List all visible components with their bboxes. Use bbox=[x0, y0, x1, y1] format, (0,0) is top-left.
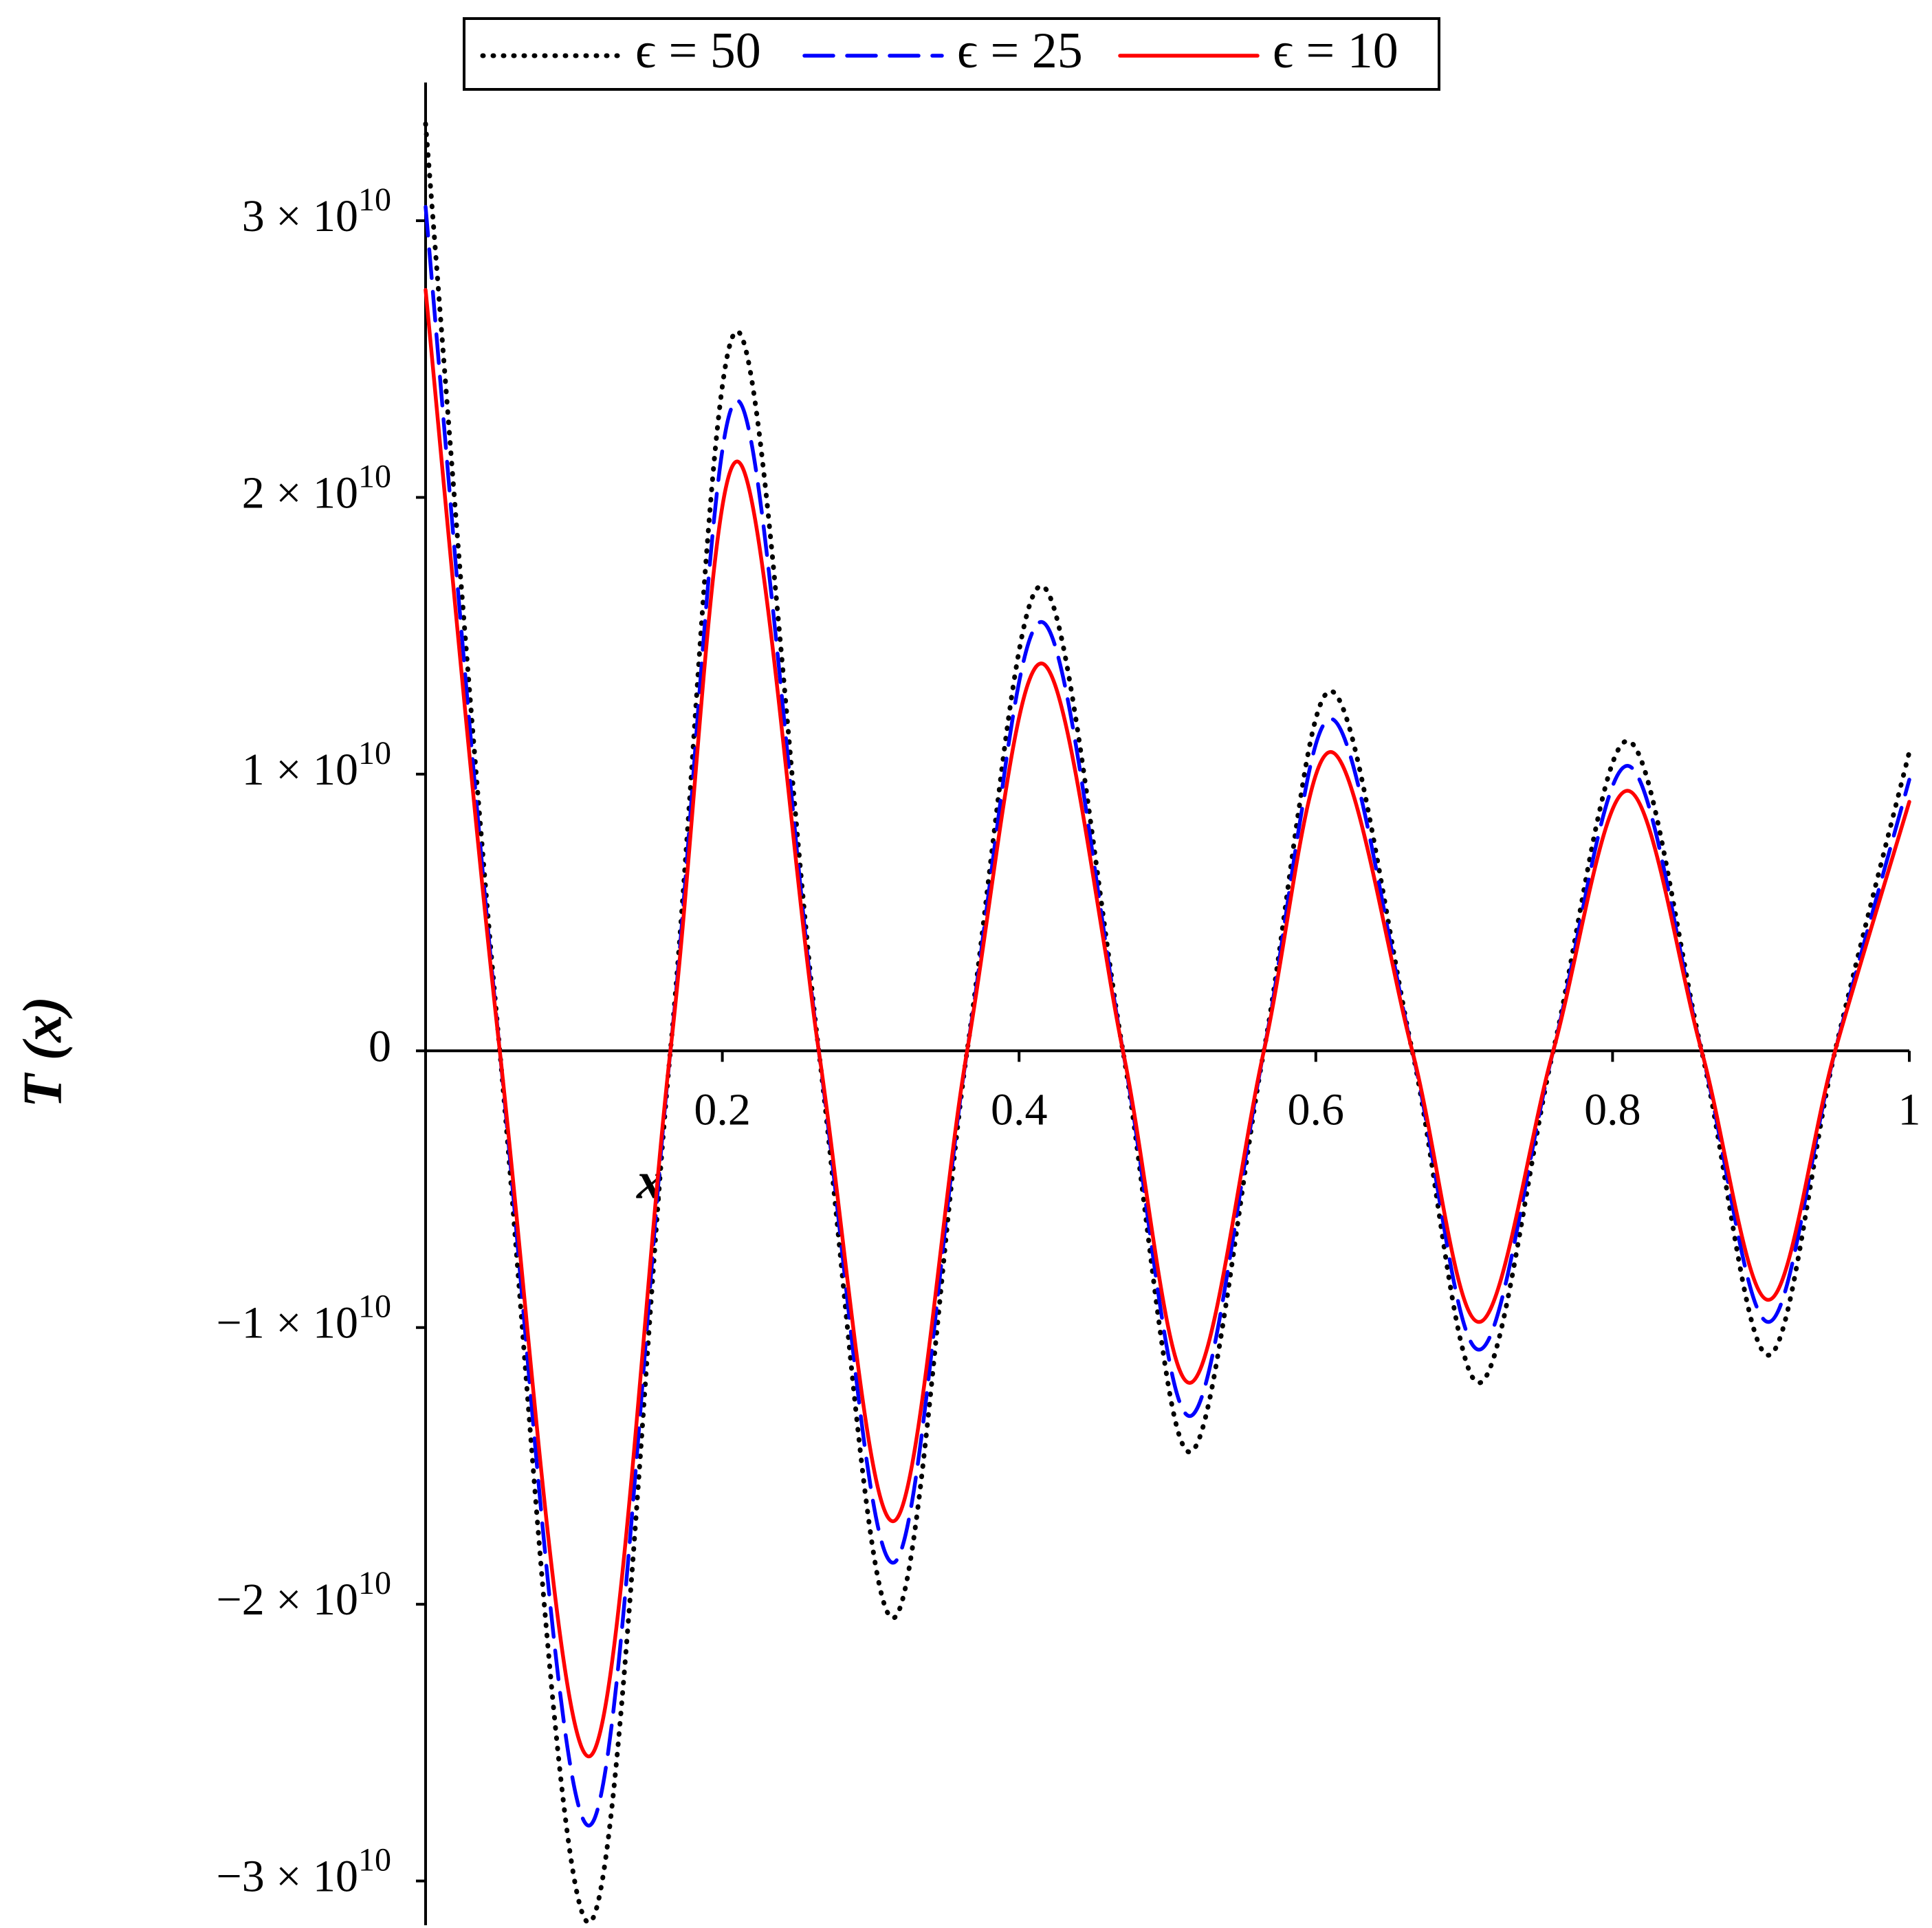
series-line bbox=[423, 121, 1912, 1925]
x-tick-label: 0.2 bbox=[694, 1084, 751, 1135]
y-tick-label-exponent: 10 bbox=[358, 1289, 391, 1325]
y-tick-label-text: 3 × 10 bbox=[242, 191, 358, 241]
y-tick-label-text: −2 × 10 bbox=[217, 1575, 358, 1625]
y-tick-label-exponent: 10 bbox=[358, 458, 391, 494]
legend-label: ϵ = 10 bbox=[1273, 23, 1398, 79]
y-tick-label-text: −3 × 10 bbox=[217, 1852, 358, 1902]
y-tick-label-exponent: 10 bbox=[358, 1842, 391, 1878]
x-tick-label: 0.6 bbox=[1288, 1084, 1345, 1135]
y-tick-label-text: 2 × 10 bbox=[242, 468, 358, 518]
y-tick-label-exponent: 10 bbox=[358, 735, 391, 771]
y-tick-label-exponent: 10 bbox=[358, 1565, 391, 1601]
y-tick-label: 0 bbox=[369, 1021, 391, 1071]
legend-box bbox=[463, 17, 1440, 91]
x-tick-label: 1 bbox=[1898, 1084, 1921, 1135]
y-tick-label: 2 × 1010 bbox=[242, 458, 391, 518]
x-tick-label: 0.4 bbox=[991, 1084, 1048, 1135]
y-tick-label-text: 1 × 10 bbox=[242, 745, 358, 795]
y-tick-label: 3 × 1010 bbox=[242, 182, 391, 241]
y-axis-label: T (x) bbox=[12, 996, 73, 1108]
legend-label: ϵ = 50 bbox=[635, 23, 761, 79]
y-tick-label: −2 × 1010 bbox=[217, 1565, 391, 1625]
y-tick-label: 1 × 1010 bbox=[242, 735, 391, 795]
x-tick-label: 0.8 bbox=[1584, 1084, 1641, 1135]
y-tick-label: −1 × 1010 bbox=[217, 1289, 391, 1348]
series-line bbox=[424, 205, 1911, 1828]
y-tick-label: −3 × 1010 bbox=[217, 1842, 391, 1902]
series-line bbox=[424, 287, 1911, 1759]
legend-label: ϵ = 25 bbox=[957, 23, 1083, 79]
y-tick-label-text: −1 × 10 bbox=[217, 1298, 358, 1348]
y-tick-label-exponent: 10 bbox=[358, 182, 391, 218]
